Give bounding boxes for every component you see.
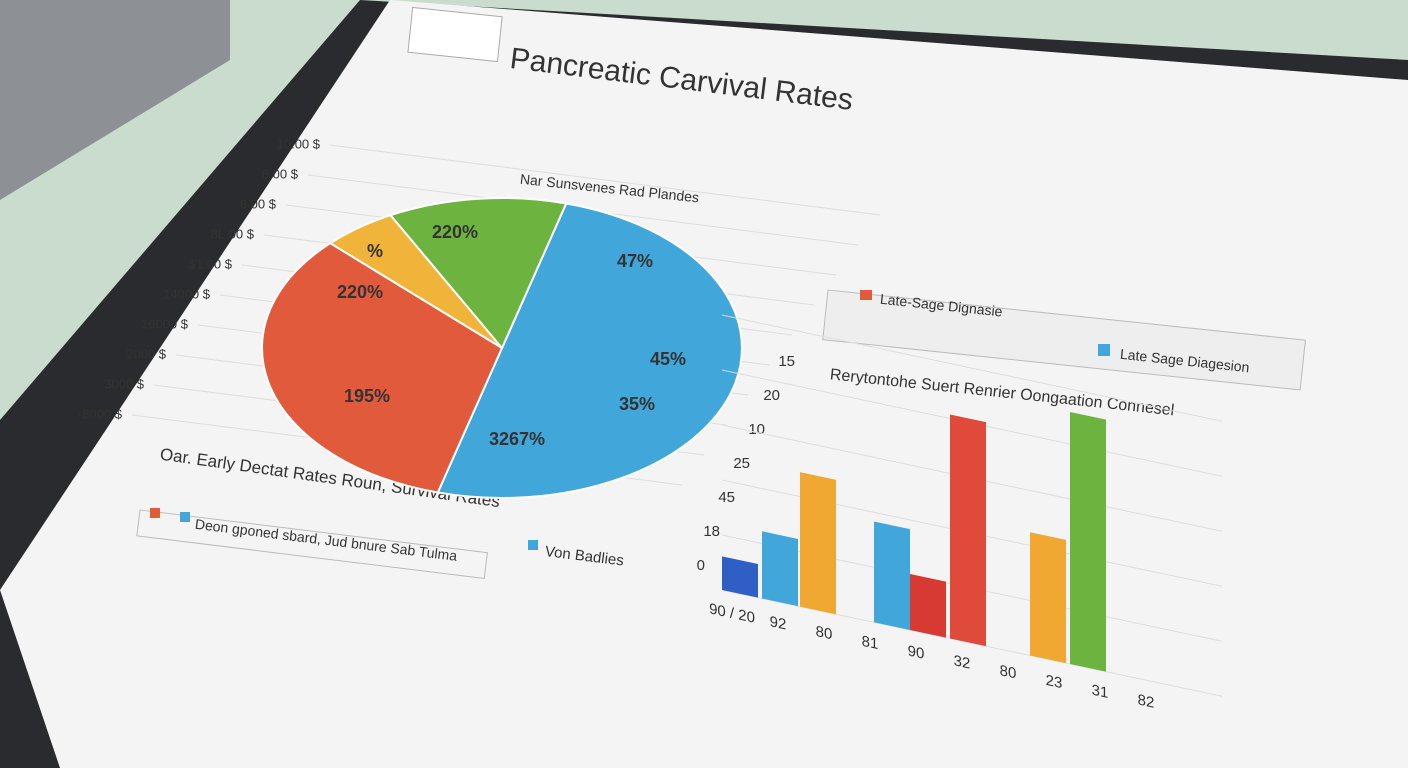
x-axis-text: 80 bbox=[816, 623, 833, 643]
bar bbox=[800, 472, 836, 615]
legend-swatch bbox=[180, 512, 190, 522]
y-axis-text: 0 bbox=[697, 557, 705, 574]
axis-text: $1.00 $ bbox=[189, 256, 233, 271]
y-axis-text: 45 bbox=[718, 489, 735, 506]
x-axis-text: 23 bbox=[1046, 672, 1063, 692]
axis-text: -8000 $ bbox=[78, 406, 123, 421]
guide-line bbox=[329, 144, 881, 216]
slice-label: 195% bbox=[344, 386, 390, 406]
x-axis-text: 81 bbox=[862, 633, 879, 653]
guide-line bbox=[722, 314, 1222, 422]
pie-slice bbox=[436, 202, 743, 499]
axis-text: 2000 $ bbox=[126, 346, 167, 361]
slice-label: 220% bbox=[432, 222, 478, 242]
y-axis-text: 10 bbox=[748, 421, 765, 438]
logo bbox=[407, 6, 503, 63]
y-axis-text: 20 bbox=[763, 387, 780, 404]
legend-swatch bbox=[1098, 344, 1110, 356]
slice-label: 47% bbox=[617, 251, 653, 271]
x-axis-text: 92 bbox=[770, 613, 787, 633]
pie-slice bbox=[388, 197, 568, 350]
bar-plot: 90 / 20 92 80 81 90 32 80 23 31 82 bbox=[709, 314, 1222, 712]
x-axis-text: 90 bbox=[908, 643, 925, 663]
axis-text: 14000 $ bbox=[163, 286, 211, 301]
slice-label: % bbox=[367, 241, 383, 261]
bar bbox=[722, 556, 758, 598]
legend-swatch bbox=[528, 540, 538, 550]
x-axis-text: 32 bbox=[954, 652, 971, 672]
axis-text: 8.00 $ bbox=[262, 166, 299, 181]
axis-text: 8L.00 $ bbox=[211, 226, 255, 241]
x-axis-text: 31 bbox=[1092, 682, 1109, 702]
pie-slice bbox=[261, 242, 504, 494]
keyboard bbox=[0, 0, 230, 200]
bar bbox=[1070, 411, 1106, 672]
legend-box bbox=[822, 289, 1306, 391]
axis-text: 10.00 $ bbox=[277, 136, 321, 151]
y-axis-text: 25 bbox=[733, 455, 750, 472]
bar bbox=[910, 573, 946, 638]
legend-swatch bbox=[860, 290, 872, 300]
bar bbox=[950, 414, 986, 647]
y-axis-text: 15 bbox=[778, 353, 795, 370]
slice-label: 3267% bbox=[489, 429, 545, 449]
guide-line bbox=[722, 589, 1222, 697]
slice-label: 220% bbox=[337, 282, 383, 302]
axis-text: 16000 $ bbox=[141, 316, 189, 331]
bar bbox=[762, 531, 798, 607]
axis-text: 6.00 $ bbox=[240, 196, 277, 211]
bar bbox=[874, 521, 910, 630]
legend-swatch bbox=[150, 508, 160, 518]
bar bbox=[1030, 532, 1066, 664]
x-axis-text: 80 bbox=[1000, 662, 1017, 682]
legend-box bbox=[136, 509, 488, 580]
axis-text: 3000 $ bbox=[104, 376, 145, 391]
slice-label: 45% bbox=[650, 349, 686, 369]
slice-label: 35% bbox=[619, 394, 655, 414]
x-axis-text: 82 bbox=[1138, 691, 1155, 711]
y-axis-text: 18 bbox=[703, 523, 720, 540]
